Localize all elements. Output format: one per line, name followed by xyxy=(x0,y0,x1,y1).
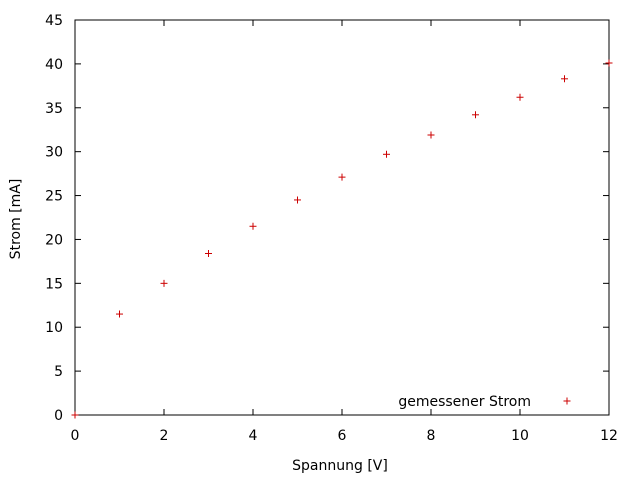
axis-ticks xyxy=(74,19,610,416)
x-tick-label: 6 xyxy=(338,428,347,444)
x-tick-label: 0 xyxy=(71,428,80,444)
legend-marker xyxy=(563,397,571,405)
y-tick-label: 30 xyxy=(45,145,63,161)
y-tick-label: 5 xyxy=(54,364,63,380)
y-tick-label: 20 xyxy=(45,232,63,248)
y-tick-label: 15 xyxy=(45,276,63,292)
legend-label: gemessener Strom xyxy=(398,394,531,410)
data-point xyxy=(516,93,524,101)
legend-plus-marker xyxy=(563,397,571,405)
data-point xyxy=(561,75,568,83)
y-tick-label: 10 xyxy=(45,320,63,336)
x-tick-label: 12 xyxy=(600,428,618,444)
x-tick-label: 10 xyxy=(511,428,529,444)
x-axis-label: Spannung [V] xyxy=(292,458,388,474)
data-points xyxy=(71,59,613,419)
x-tick-label: 4 xyxy=(249,428,258,444)
y-tick-label: 40 xyxy=(45,57,63,73)
data-point xyxy=(427,131,435,139)
legend: gemessener Strom xyxy=(398,394,571,410)
data-point xyxy=(249,222,257,230)
x-tick-label: 8 xyxy=(427,428,436,444)
data-point xyxy=(383,150,390,158)
data-point xyxy=(605,59,613,67)
y-axis-label: Strom [mA] xyxy=(8,179,24,260)
y-tick-label: 0 xyxy=(54,408,63,424)
tick-labels: 0 2 4 6 8 10 12 0 5 10 15 20 25 30 35 40 45 xyxy=(45,13,618,444)
y-tick-label: 25 xyxy=(45,189,63,205)
data-point xyxy=(71,411,79,419)
data-point xyxy=(205,249,212,257)
data-point xyxy=(294,196,301,204)
x-tick-label: 2 xyxy=(160,428,169,444)
plot-frame xyxy=(74,19,610,416)
y-tick-label: 35 xyxy=(45,101,63,117)
data-point xyxy=(338,173,346,181)
data-point xyxy=(472,111,479,119)
data-point xyxy=(116,310,123,318)
y-tick-label: 45 xyxy=(45,13,63,29)
data-point xyxy=(160,279,168,287)
